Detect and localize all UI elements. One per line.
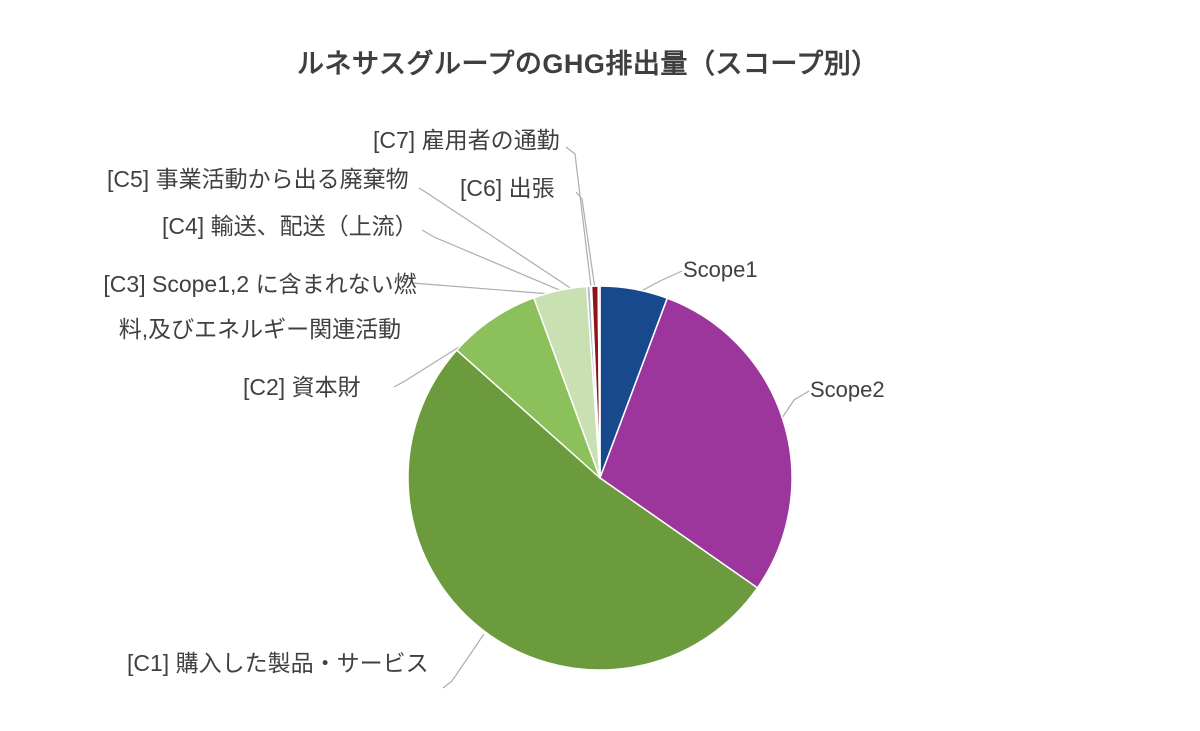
leader-line-c3 [411,282,564,296]
pie-slice-c2 [456,297,601,479]
leader-line-c6 [575,191,597,297]
slice-label-c5: [C5] 事業活動から出る廃棄物 [107,166,409,192]
slice-label-c7: [C7] 雇用者の通勤 [373,127,560,153]
leader-line-c1 [442,633,485,689]
slice-label-c4: [C4] 輸送、配送（上流） [162,213,418,239]
leader-line-c4 [421,229,584,301]
slice-label-scope1: Scope1 [683,257,758,282]
pie [407,285,793,671]
leader-line-c7 [565,146,593,296]
pie-slice-c7 [597,285,601,479]
pie-slice-c1 [407,349,759,671]
chart-title: ルネサスグループのGHG排出量（スコープ別） [297,49,879,79]
leader-line-c5 [418,187,588,300]
slice-label-scope2: Scope2 [810,377,885,402]
slice-label-c3: [C3] Scope1,2 に含まれない燃料,及びエネルギー関連活動 [103,271,417,342]
pie-slice-scope2 [599,297,793,589]
slice-label-c6: [C6] 出張 [460,175,555,201]
leader-line-scope2 [781,390,810,419]
slice-label-c2: [C2] 資本財 [243,374,361,400]
slice-label-c1: [C1] 購入した製品・サービス [127,650,429,676]
